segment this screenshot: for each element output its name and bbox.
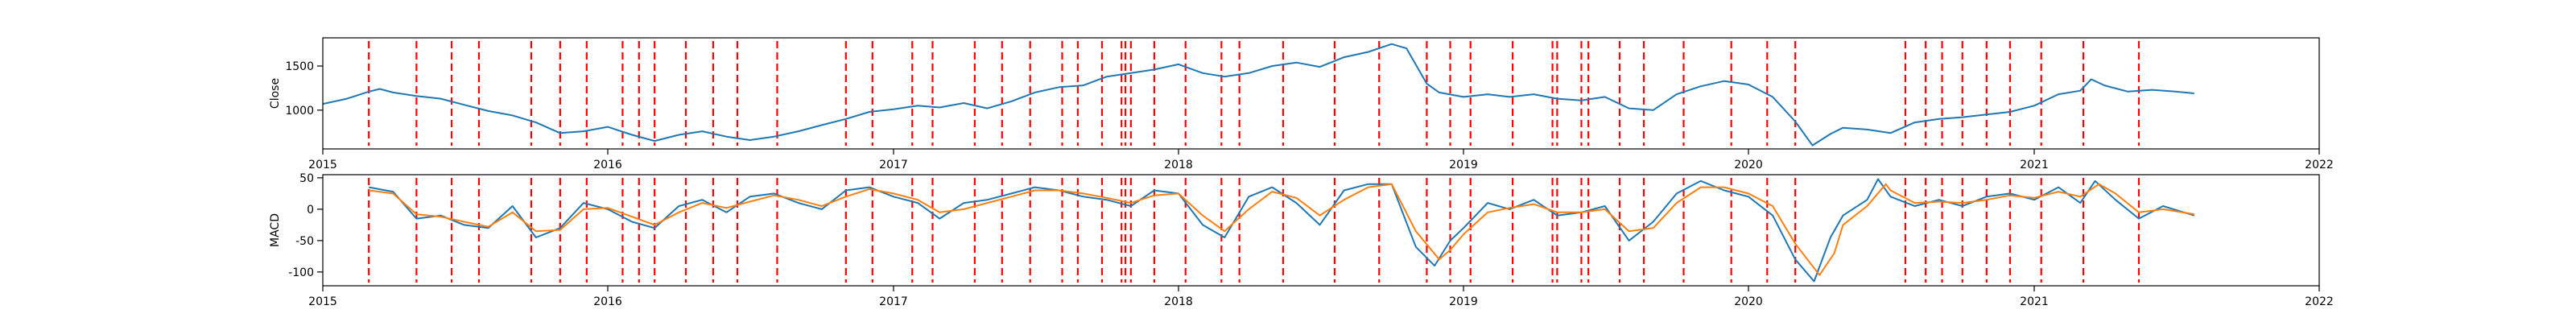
macd-panel: 2015 2016 2017 2018 2019 2020 2021 2022 -100 -50 0…: [269, 172, 2334, 308]
macd-x-tick-label: 2022: [2305, 295, 2334, 308]
macd-axes-frame: [322, 174, 2320, 287]
macd-x-tick-label: 2021: [2020, 295, 2049, 308]
macd-x-tick-label: 2017: [879, 295, 908, 308]
close-x-tick-label: 2019: [1449, 159, 1478, 171]
macd-x-tick-label: 2016: [593, 295, 622, 308]
macd-y-tick-label: -50: [295, 235, 314, 248]
close-x-tick-label: 2017: [879, 159, 908, 171]
close-y-tick-label: 1500: [285, 60, 314, 73]
macd-y-axis-label: MACD: [269, 213, 282, 247]
macd-y-tick-label: -100: [288, 266, 314, 279]
macd-x-tick-label: 2015: [308, 295, 337, 308]
macd-x-tick-label: 2020: [1734, 295, 1763, 308]
close-x-tick-label: 2018: [1164, 159, 1193, 171]
close-x-tick-label: 2021: [2020, 159, 2049, 171]
close-x-tick-label: 2016: [593, 159, 622, 171]
close-axes-frame: [322, 37, 2320, 150]
close-price-panel: 2015 2016 2017 2018 2019 2020 2021 2022 1000 1500…: [269, 37, 2334, 171]
close-y-tick-label: 1000: [285, 105, 314, 118]
close-y-axis-label: Close: [269, 78, 282, 109]
close-x-tick-label: 2022: [2305, 159, 2334, 171]
macd-series-line-1: [369, 183, 2194, 276]
close-series-line-0: [323, 43, 2194, 147]
macd-series-line-0: [369, 178, 2195, 283]
macd-x-tick-label: 2018: [1164, 295, 1193, 308]
macd-y-tick-label: 0: [307, 204, 314, 217]
close-x-tick-label: 2015: [308, 159, 337, 171]
close-x-tick-label: 2020: [1734, 159, 1763, 171]
macd-y-tick-label: 50: [299, 172, 314, 185]
macd-x-tick-label: 2019: [1449, 295, 1478, 308]
